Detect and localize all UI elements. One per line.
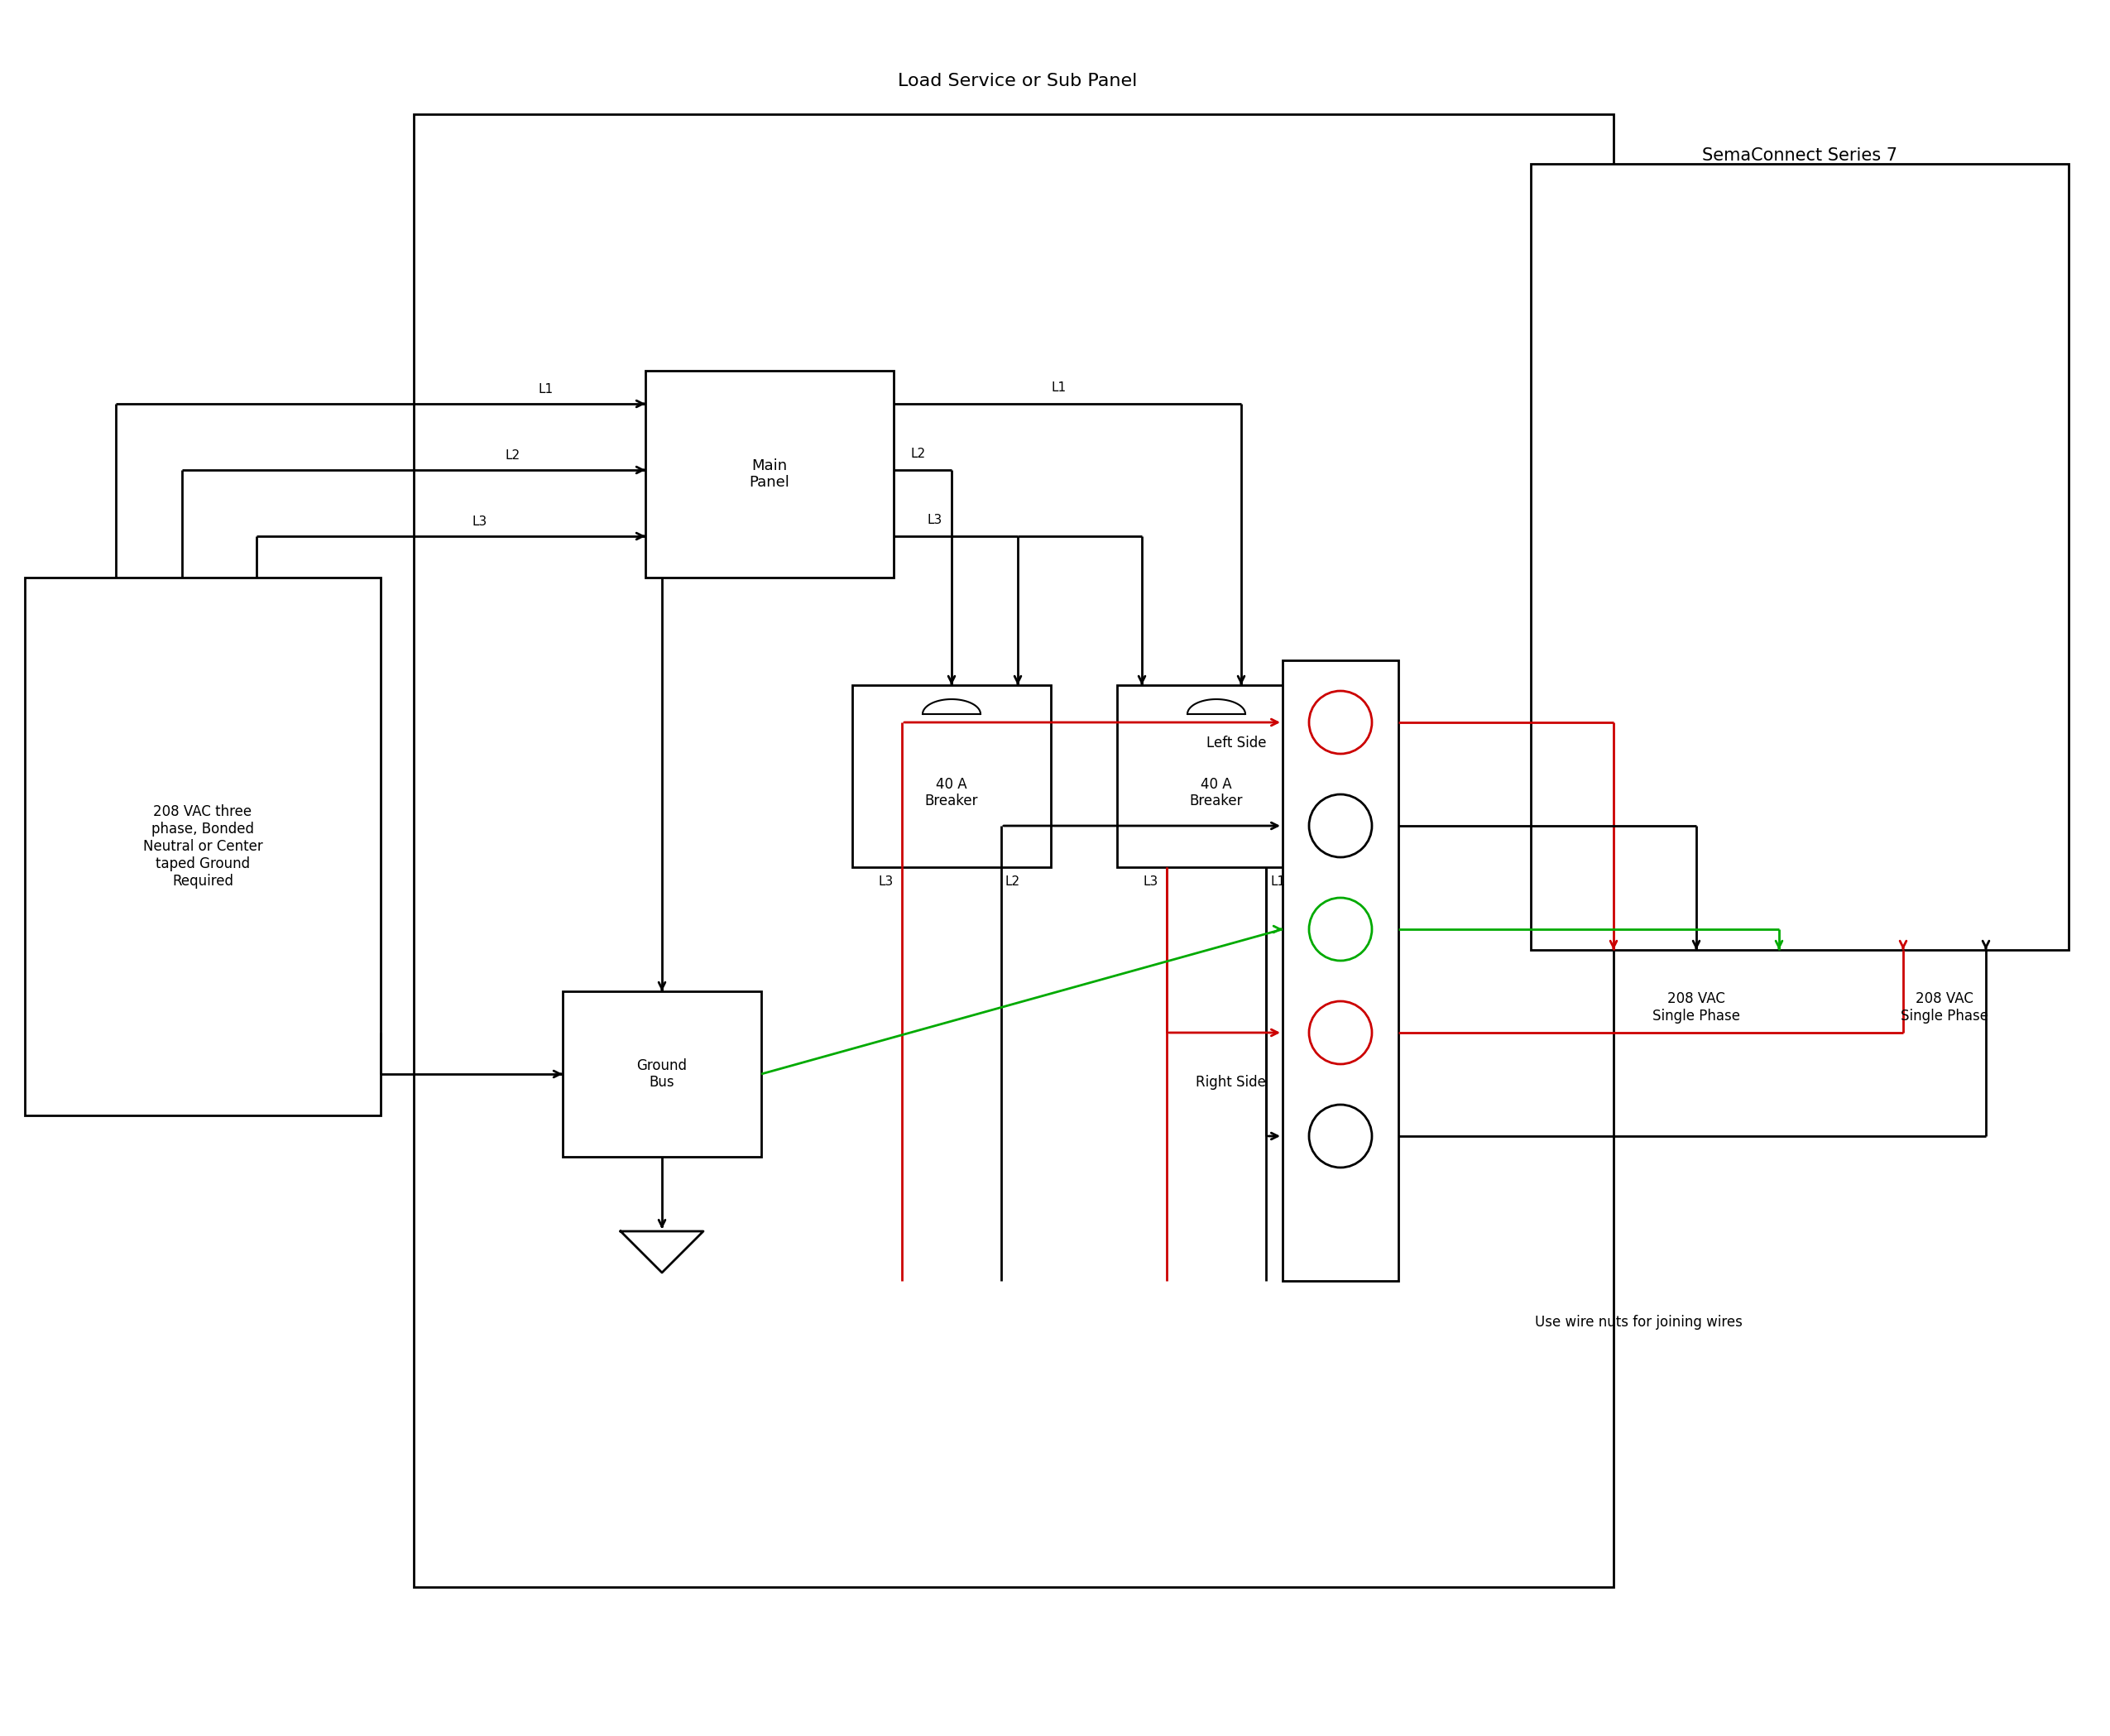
Circle shape [1308,1104,1372,1168]
Text: Ground
Bus: Ground Bus [637,1057,688,1090]
Text: 40 A
Breaker: 40 A Breaker [1190,776,1243,809]
Text: L3: L3 [1144,875,1158,887]
Bar [414,115,1614,1587]
Text: L3: L3 [473,516,487,528]
Text: 40 A
Breaker: 40 A Breaker [924,776,979,809]
Text: 208 VAC
Single Phase: 208 VAC Single Phase [1901,991,1988,1024]
Text: SemaConnect Series 7: SemaConnect Series 7 [1703,148,1897,163]
Text: L1: L1 [538,384,553,396]
Bar [1283,660,1399,1281]
Bar [852,686,1051,868]
Text: L2: L2 [912,448,926,460]
Bar [1530,163,2068,950]
Polygon shape [620,1231,703,1272]
Text: L2: L2 [506,450,521,462]
Circle shape [1308,898,1372,960]
Text: L1: L1 [1051,382,1068,394]
Text: L1: L1 [1270,875,1285,887]
Circle shape [1308,1002,1372,1064]
Bar [646,372,895,578]
Text: Use wire nuts for joining wires: Use wire nuts for joining wires [1534,1314,1743,1330]
Text: 208 VAC
Single Phase: 208 VAC Single Phase [1652,991,1741,1024]
Text: Main
Panel: Main Panel [749,458,789,490]
Text: L3: L3 [928,514,943,526]
Text: L2: L2 [1004,875,1021,887]
Text: Load Service or Sub Panel: Load Service or Sub Panel [899,73,1137,89]
Circle shape [1308,795,1372,858]
Bar [25,578,380,1116]
Text: Left Side: Left Side [1207,736,1266,750]
Circle shape [1308,691,1372,753]
Bar [563,991,762,1156]
Text: L3: L3 [878,875,895,887]
Text: 208 VAC three
phase, Bonded
Neutral or Center
taped Ground
Required: 208 VAC three phase, Bonded Neutral or C… [143,804,262,889]
Text: Right Side: Right Side [1196,1075,1266,1090]
Bar [1116,686,1317,868]
